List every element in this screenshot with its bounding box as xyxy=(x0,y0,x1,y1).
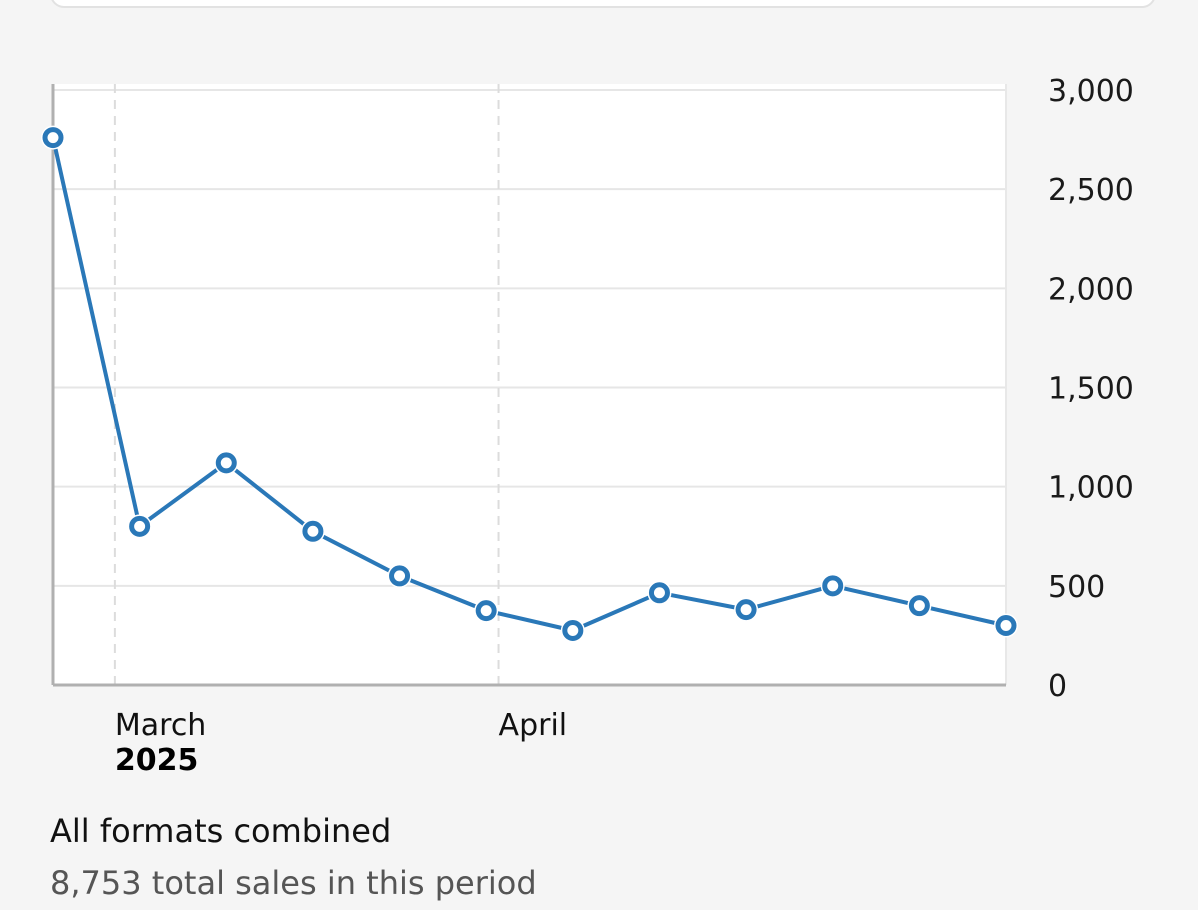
data-point[interactable] xyxy=(648,582,670,604)
chart-caption-subtitle: 8,753 total sales in this period xyxy=(50,864,537,902)
y-tick-label: 2,500 xyxy=(1048,173,1134,208)
data-points xyxy=(41,125,1018,643)
data-point[interactable] xyxy=(42,127,64,149)
y-tick-labels: 0 500 1,000 1,500 2,000 2,500 3,000 xyxy=(1048,74,1134,704)
data-point[interactable] xyxy=(908,595,930,617)
y-tick-label: 2,000 xyxy=(1048,272,1134,307)
x-tick-year-label: 2025 xyxy=(115,743,199,778)
y-tick-label: 3,000 xyxy=(1048,74,1134,109)
data-point[interactable] xyxy=(389,565,411,587)
x-tick-label: April xyxy=(499,708,568,743)
data-point[interactable] xyxy=(735,599,757,621)
vertical-gridlines xyxy=(113,84,1007,685)
y-tick-label: 1,000 xyxy=(1048,471,1134,506)
data-point[interactable] xyxy=(302,520,324,542)
data-point[interactable] xyxy=(129,515,151,537)
data-point[interactable] xyxy=(475,600,497,622)
data-point[interactable] xyxy=(995,615,1017,636)
chart-caption-title: All formats combined xyxy=(50,812,392,850)
y-tick-label: 0 xyxy=(1048,669,1067,704)
x-tick-label: March xyxy=(115,708,206,743)
horizontal-gridlines xyxy=(53,89,1006,587)
data-point[interactable] xyxy=(215,452,237,474)
plot-background xyxy=(53,84,1006,685)
series-line xyxy=(51,137,1007,633)
data-point[interactable] xyxy=(562,619,584,641)
y-tick-label: 500 xyxy=(1048,570,1105,605)
y-tick-label: 1,500 xyxy=(1048,372,1134,407)
data-point[interactable] xyxy=(822,575,844,597)
